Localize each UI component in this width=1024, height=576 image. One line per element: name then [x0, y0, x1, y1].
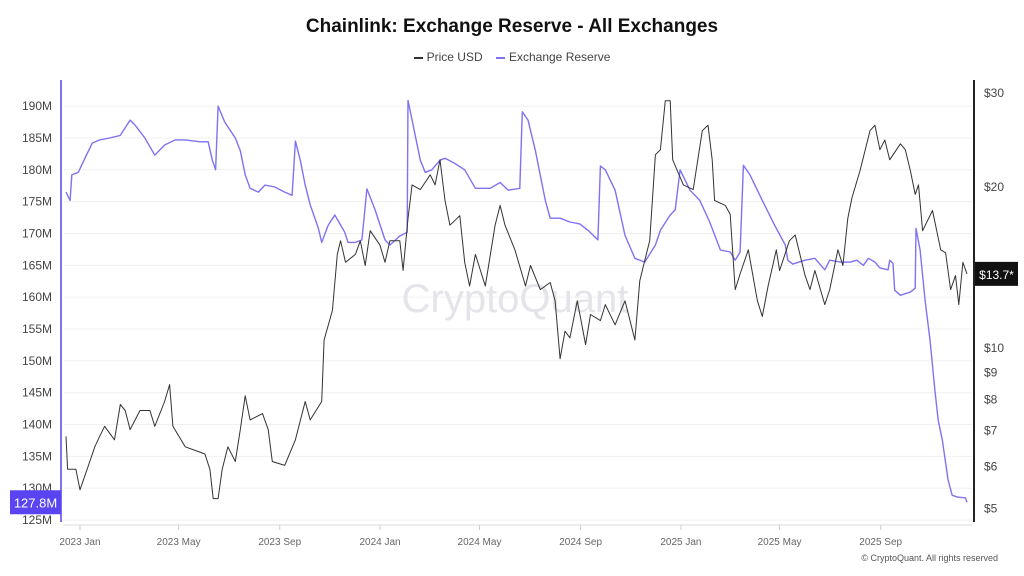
y-right-tick-label: $10: [984, 341, 1004, 355]
x-tick-label: 2025 Jan: [660, 537, 701, 548]
y-left-tick-label: 145M: [22, 386, 52, 400]
y-left-tick-label: 170M: [22, 226, 52, 240]
y-right-tick-label: $8: [984, 393, 998, 407]
x-tick-label: 2025 May: [758, 537, 802, 548]
legend-label-price: Price USD: [426, 50, 483, 64]
x-tick-label: 2023 Jan: [59, 537, 100, 548]
reserve-current-label: 127.8M: [14, 495, 57, 510]
y-left-tick-label: 175M: [22, 195, 52, 209]
y-right-tick-label: $20: [984, 180, 1004, 194]
x-tick-label: 2023 May: [157, 537, 201, 548]
gridlines: [64, 105, 972, 521]
x-tick-label: 2024 Jan: [359, 537, 400, 548]
y-left-tick-label: 125M: [22, 513, 52, 527]
price-current-label: $13.7*: [979, 268, 1014, 282]
x-tick-label: 2024 May: [458, 537, 502, 548]
legend: Price USD Exchange Reserve: [0, 50, 1024, 64]
y-right-tick-label: $5: [984, 502, 998, 516]
y-left-tick-label: 140M: [22, 418, 52, 432]
watermark: CryptoQuant: [402, 277, 629, 321]
y-left-tick-label: 160M: [22, 290, 52, 304]
y-left-tick-label: 185M: [22, 131, 52, 145]
x-tick-label: 2025 Sep: [859, 537, 902, 548]
reserve-current-badge: [10, 490, 61, 515]
chart-title: Chainlink: Exchange Reserve - All Exchan…: [305, 16, 719, 37]
y-right-tick-label: $9: [984, 365, 998, 379]
legend-swatch-price: [413, 56, 423, 59]
series-layer: [65, 99, 968, 503]
y-right-tick-label: $30: [984, 86, 1004, 100]
series-line-price-usd: [65, 100, 968, 500]
y-right-tick-label: $7: [984, 424, 998, 438]
legend-item-price[interactable]: Price USD: [413, 50, 483, 64]
legend-label-reserve: Exchange Reserve: [508, 50, 611, 64]
series-line-exchange-reserve: [65, 99, 968, 503]
x-tick-label: 2023 Sep: [258, 537, 301, 548]
copyright-footer: © CryptoQuant. All rights reserved: [861, 553, 998, 563]
y-left-tick-label: 180M: [22, 163, 52, 177]
y-left-tick-label: 190M: [22, 99, 52, 113]
y-left-tick-label: 135M: [22, 449, 52, 463]
y-left-tick-label: 155M: [22, 322, 52, 336]
y-left-tick-label: 165M: [22, 258, 52, 272]
y-left-tick-label: 150M: [22, 354, 52, 368]
x-tick-label: 2024 Sep: [559, 537, 602, 548]
legend-item-reserve[interactable]: Exchange Reserve: [495, 50, 611, 64]
legend-swatch-reserve: [495, 56, 505, 59]
axes: 125M130M135M140M145M150M155M160M165M170M…: [10, 80, 1018, 548]
y-right-tick-label: $6: [984, 459, 998, 473]
price-current-badge: [975, 261, 1018, 286]
